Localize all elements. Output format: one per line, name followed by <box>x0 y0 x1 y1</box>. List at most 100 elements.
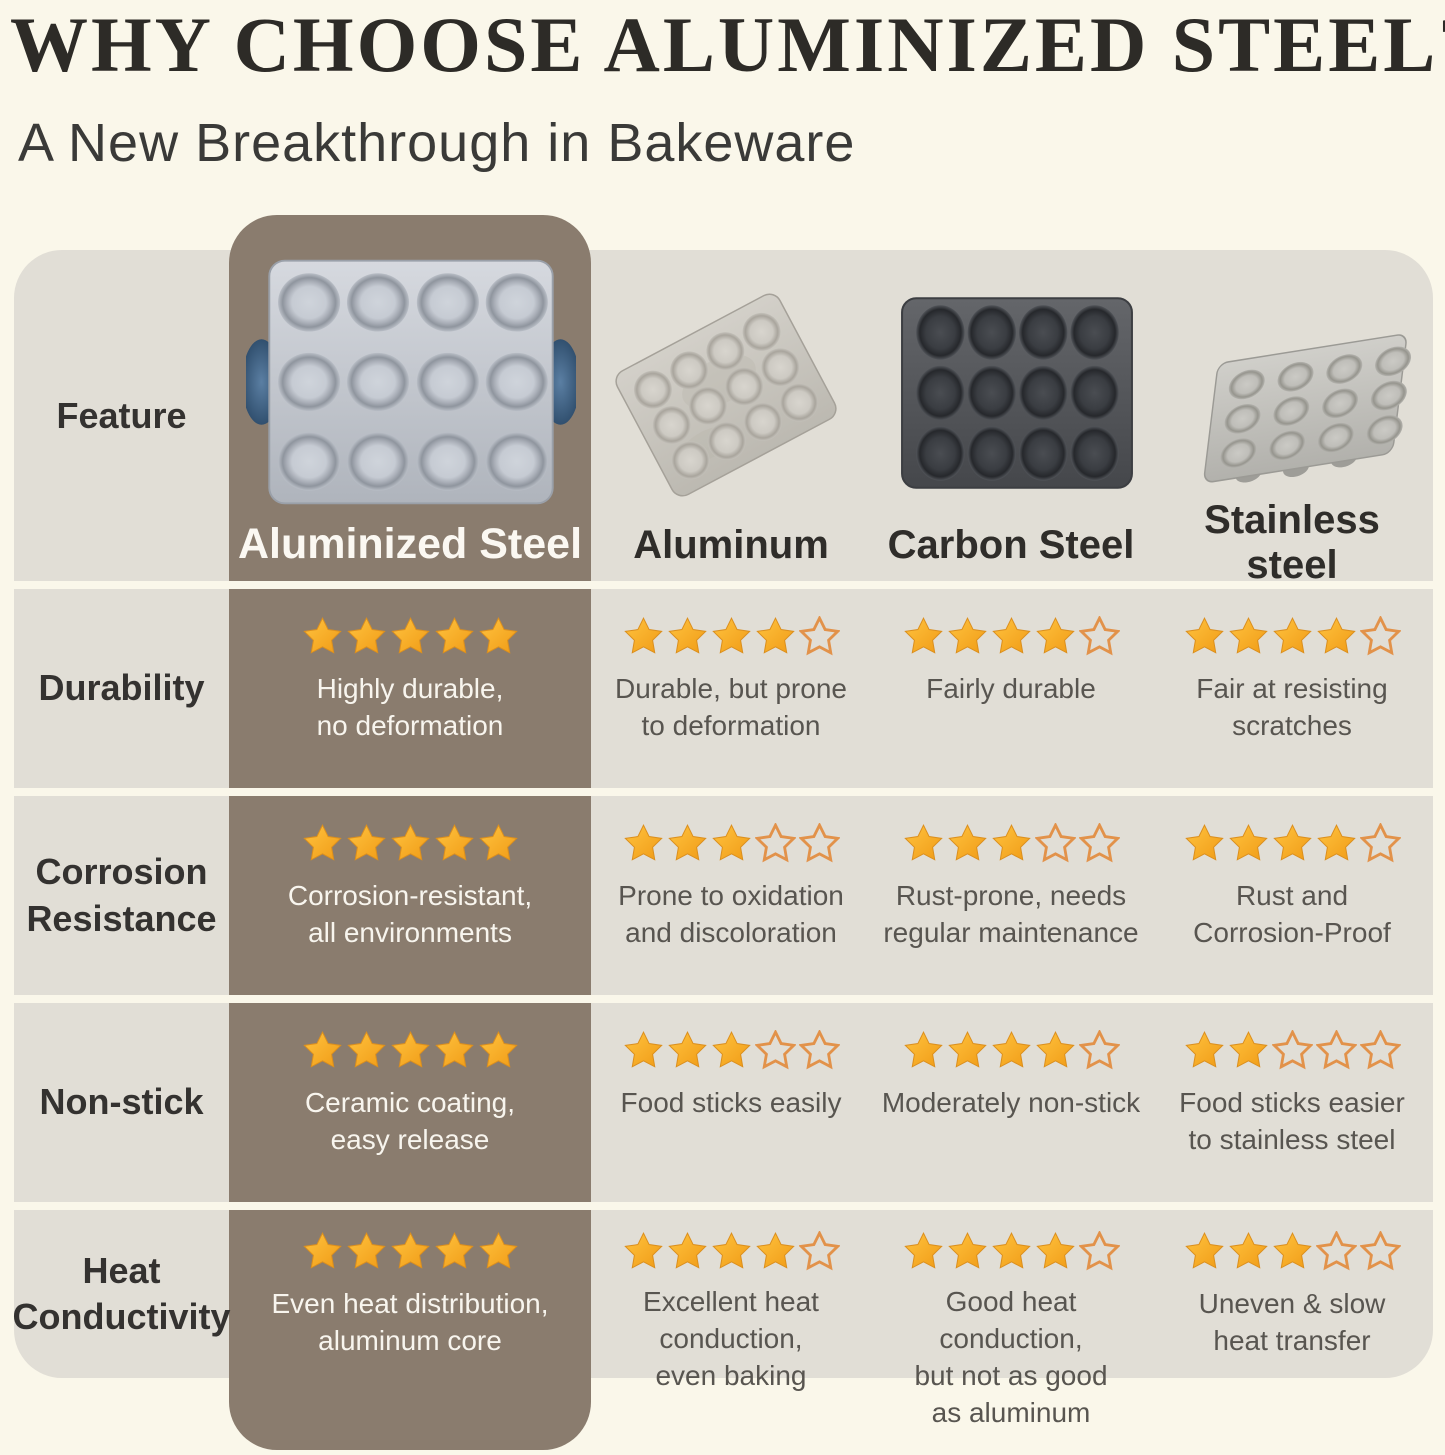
table-row-non-stick: Non-stick Ceramic coating, easy release … <box>14 1003 1433 1202</box>
cell-description: Ceramic coating, easy release <box>304 1087 516 1155</box>
star-filled-icon <box>623 824 663 861</box>
star-filled-icon <box>1035 1232 1075 1269</box>
table-row-corrosion-resistance: Corrosion Resistance Corrosion-resistant… <box>14 796 1433 995</box>
star-filled-icon <box>903 617 943 654</box>
star-filled-icon <box>478 824 518 861</box>
star-filled-icon <box>1228 824 1268 861</box>
star-filled-icon <box>434 824 474 861</box>
star-rating <box>623 1231 840 1271</box>
star-filled-icon <box>302 617 342 654</box>
cell-durability-stainless-steel: Fair at resisting scratches <box>1151 589 1433 788</box>
star-filled-icon <box>947 1031 987 1068</box>
star-filled-icon <box>667 1031 707 1068</box>
star-empty-icon <box>798 1030 840 1070</box>
cell-description: Food sticks easier to stainless steel <box>1179 1087 1405 1155</box>
star-filled-icon <box>903 1031 943 1068</box>
star-rating <box>302 823 519 865</box>
star-filled-icon <box>667 1232 707 1269</box>
cell-description: Rust-prone, needs regular maintenance <box>883 880 1139 948</box>
star-empty-icon <box>1078 823 1120 863</box>
star-rating <box>302 1030 519 1072</box>
table-row-durability: Durability Highly durable, no deformatio… <box>14 589 1433 788</box>
star-filled-icon <box>947 1232 987 1269</box>
star-filled-icon <box>623 1031 663 1068</box>
page-subtitle: A New Breakthrough in Bakeware <box>18 113 856 173</box>
cell-heat-stainless-steel: Uneven & slow heat transfer <box>1151 1210 1433 1378</box>
star-filled-icon <box>903 824 943 861</box>
stainless-steel-pan-image <box>1203 334 1412 483</box>
star-filled-icon <box>478 1232 518 1269</box>
star-rating <box>302 1231 519 1273</box>
star-empty-icon <box>1359 1231 1401 1271</box>
star-empty-icon <box>1078 1030 1120 1070</box>
cell-heat-aluminum: Excellent heat conduction, even baking <box>591 1210 871 1391</box>
star-filled-icon <box>434 1031 474 1068</box>
aluminum-pan-image <box>615 293 837 497</box>
cell-description: Fairly durable <box>926 673 1096 704</box>
cell-description: Corrosion-resistant, all environments <box>287 880 533 948</box>
star-empty-icon <box>1078 616 1120 656</box>
cell-corrosion-carbon-steel: Rust-prone, needs regular maintenance <box>871 796 1151 995</box>
star-empty-icon <box>1078 1231 1120 1271</box>
aluminized-steel-pan-image <box>246 259 576 505</box>
star-rating <box>1184 1030 1401 1072</box>
star-filled-icon <box>346 1031 386 1068</box>
carbon-steel-pan-image <box>901 297 1133 489</box>
star-rating <box>623 616 840 658</box>
star-rating <box>302 616 519 658</box>
star-rating <box>623 823 840 865</box>
column-header-aluminized-steel: Aluminized Steel <box>237 519 583 568</box>
star-filled-icon <box>947 617 987 654</box>
star-filled-icon <box>1228 1232 1268 1269</box>
star-filled-icon <box>434 617 474 654</box>
star-filled-icon <box>711 1031 751 1068</box>
star-filled-icon <box>711 824 751 861</box>
star-empty-icon <box>1034 823 1076 863</box>
star-empty-icon <box>1315 1030 1357 1070</box>
star-rating <box>903 1231 1120 1271</box>
star-rating <box>1184 616 1401 658</box>
cell-description: Good heat conduction, but not as good as… <box>914 1286 1108 1428</box>
feature-label: Heat Conductivity <box>12 1249 231 1337</box>
star-filled-icon <box>667 617 707 654</box>
star-filled-icon <box>478 617 518 654</box>
star-rating <box>1184 823 1401 865</box>
page-title: WHY CHOOSE ALUMINIZED STEEL? <box>10 1 1445 88</box>
cell-description: Fair at resisting scratches <box>1196 673 1388 741</box>
star-filled-icon <box>346 824 386 861</box>
star-empty-icon <box>754 1030 796 1070</box>
star-filled-icon <box>1316 824 1356 861</box>
star-filled-icon <box>302 1232 342 1269</box>
star-filled-icon <box>991 824 1031 861</box>
star-rating <box>903 616 1120 658</box>
star-rating <box>1184 1231 1401 1273</box>
star-filled-icon <box>991 1031 1031 1068</box>
cell-description: Moderately non-stick <box>881 1087 1141 1118</box>
cell-nonstick-carbon-steel: Moderately non-stick <box>871 1003 1151 1202</box>
star-filled-icon <box>1184 1232 1224 1269</box>
star-filled-icon <box>1228 1031 1268 1068</box>
feature-label: Durability <box>38 667 205 709</box>
star-filled-icon <box>991 1232 1031 1269</box>
star-empty-icon <box>754 823 796 863</box>
star-filled-icon <box>478 1031 518 1068</box>
cell-description: Rust and Corrosion-Proof <box>1193 880 1391 948</box>
cell-heat-carbon-steel: Good heat conduction, but not as good as… <box>871 1210 1151 1428</box>
star-filled-icon <box>390 617 430 654</box>
star-filled-icon <box>1272 1232 1312 1269</box>
feature-label: Corrosion Resistance <box>26 851 217 939</box>
cell-nonstick-stainless-steel: Food sticks easier to stainless steel <box>1151 1003 1433 1202</box>
star-filled-icon <box>302 824 342 861</box>
cell-durability-carbon-steel: Fairly durable <box>871 589 1151 788</box>
star-filled-icon <box>1184 1031 1224 1068</box>
star-filled-icon <box>1035 617 1075 654</box>
cell-description: Highly durable, no deformation <box>316 673 504 741</box>
row-separator <box>0 581 1445 589</box>
column-header-carbon-steel: Carbon Steel <box>887 523 1135 568</box>
cell-description: Excellent heat conduction, even baking <box>643 1286 819 1391</box>
star-filled-icon <box>434 1232 474 1269</box>
star-filled-icon <box>1316 617 1356 654</box>
star-filled-icon <box>623 617 663 654</box>
cell-description: Uneven & slow heat transfer <box>1198 1288 1386 1356</box>
